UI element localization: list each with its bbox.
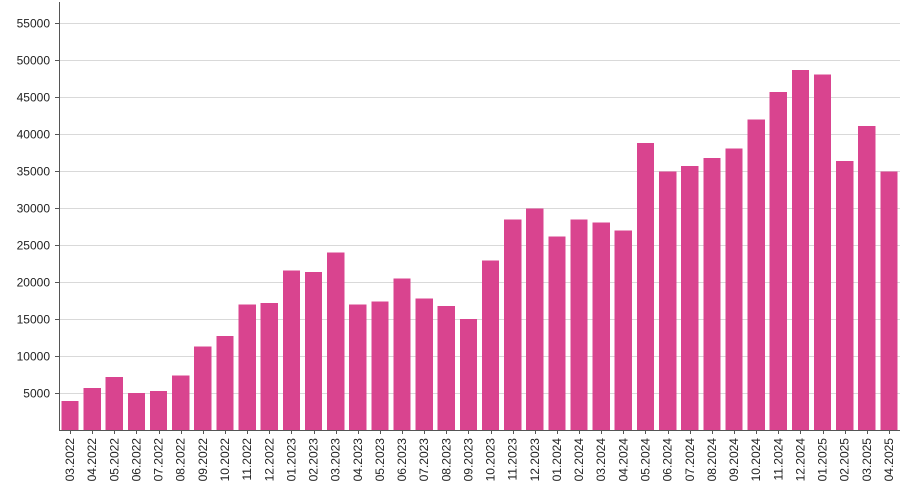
x-tick-label: 04.2025 xyxy=(882,438,896,482)
x-tick-label: 03.2023 xyxy=(329,438,343,482)
bar-07.2022 xyxy=(149,390,168,430)
x-tick-label: 08.2024 xyxy=(705,438,719,482)
bar-09.2024 xyxy=(725,148,743,430)
bar-12.2022 xyxy=(260,302,278,430)
y-tick-label: 5000 xyxy=(23,387,50,401)
x-tick-label: 04.2024 xyxy=(616,438,630,482)
x-tick-label: 04.2022 xyxy=(85,438,99,482)
x-tick-label: 05.2023 xyxy=(373,438,387,482)
x-tick-label: 09.2023 xyxy=(461,438,475,482)
bar-06.2023 xyxy=(393,278,411,430)
x-tick-label: 12.2024 xyxy=(793,438,807,482)
y-tick-label: 50000 xyxy=(17,54,51,68)
bar-09.2022 xyxy=(194,346,212,430)
bar-04.2023 xyxy=(349,304,367,430)
x-tick-label: 04.2023 xyxy=(351,438,365,482)
bar-04.2024 xyxy=(614,230,632,430)
y-tick-label: 45000 xyxy=(17,91,51,105)
x-tick-label: 02.2025 xyxy=(838,438,852,482)
bar-05.2024 xyxy=(636,143,655,430)
y-tick-label: 20000 xyxy=(17,276,51,290)
x-tick-label: 08.2023 xyxy=(439,438,453,482)
bar-06.2024 xyxy=(658,171,677,431)
x-tick-label: 08.2022 xyxy=(174,438,188,482)
y-tick-label: 40000 xyxy=(17,128,51,142)
x-tick-label: 06.2023 xyxy=(395,438,409,482)
x-tick-label: 01.2025 xyxy=(816,438,830,482)
x-tick-label: 05.2022 xyxy=(107,438,121,482)
bar-07.2023 xyxy=(415,298,433,430)
y-tick-label: 10000 xyxy=(17,350,51,364)
bar-07.2024 xyxy=(681,166,699,430)
x-tick-label: 11.2022 xyxy=(240,438,254,481)
x-tick-label: 02.2024 xyxy=(572,438,586,482)
bar-05.2022 xyxy=(105,376,123,430)
bar-12.2024 xyxy=(791,70,810,430)
bar-03.2025 xyxy=(858,126,876,430)
x-tick-label: 10.2023 xyxy=(484,438,498,482)
bar-01.2025 xyxy=(813,74,832,430)
bar-05.2023 xyxy=(371,301,389,430)
axes xyxy=(55,2,900,434)
bar-09.2023 xyxy=(459,319,478,430)
bar-08.2023 xyxy=(437,305,455,430)
bars xyxy=(61,70,898,431)
x-tick-label: 09.2022 xyxy=(196,438,210,482)
bar-02.2025 xyxy=(836,160,854,430)
bar-11.2022 xyxy=(238,304,256,430)
x-tick-label: 06.2024 xyxy=(661,438,675,482)
x-tick-label: 03.2024 xyxy=(594,438,608,482)
bar-08.2022 xyxy=(172,375,190,430)
y-tick-label: 55000 xyxy=(17,17,51,31)
y-tick-label: 25000 xyxy=(17,239,51,253)
x-tick-label: 07.2024 xyxy=(683,438,697,482)
x-tick-label: 11.2024 xyxy=(771,438,785,481)
y-tick-label: 15000 xyxy=(17,313,51,327)
x-tick-label: 01.2024 xyxy=(550,438,564,482)
x-tick-label: 12.2023 xyxy=(528,438,542,482)
bar-04.2025 xyxy=(880,171,898,431)
x-tick-label: 12.2022 xyxy=(262,438,276,482)
bar-03.2024 xyxy=(592,222,610,430)
bar-12.2023 xyxy=(526,208,544,430)
bar-02.2023 xyxy=(304,271,323,430)
bar-10.2023 xyxy=(481,260,500,430)
x-tick-label: 03.2022 xyxy=(63,438,77,482)
y-tick-label: 30000 xyxy=(17,202,51,216)
bar-06.2022 xyxy=(127,393,146,430)
bar-03.2022 xyxy=(61,401,79,430)
bar-01.2024 xyxy=(548,236,566,430)
y-tick-label: 35000 xyxy=(17,165,51,179)
bar-10.2024 xyxy=(747,119,765,430)
bar-08.2024 xyxy=(703,158,721,430)
x-tick-label: 09.2024 xyxy=(727,438,741,482)
bar-01.2023 xyxy=(282,270,301,430)
x-tick-label: 10.2022 xyxy=(218,438,232,482)
bar-02.2024 xyxy=(570,219,588,430)
bar-11.2024 xyxy=(769,92,787,430)
x-tick-label: 10.2024 xyxy=(749,438,763,482)
bar-03.2023 xyxy=(327,252,345,430)
x-tick-labels: 03.2022 04.2022 05.2022 06.2022 07.2022 08.20… xyxy=(63,438,896,482)
x-tick-label: 02.2023 xyxy=(307,438,321,482)
x-tick-label: 05.2024 xyxy=(638,438,652,482)
y-tick-labels: 5000 10000 15000 20000 25000 30000 35000 40000 4… xyxy=(17,17,51,401)
x-tick-label: 07.2022 xyxy=(152,438,166,482)
bar-10.2022 xyxy=(216,336,234,430)
x-tick-label: 07.2023 xyxy=(417,438,431,482)
x-tick-label: 01.2023 xyxy=(284,438,298,482)
x-tick-label: 03.2025 xyxy=(860,438,874,482)
bar-04.2022 xyxy=(83,387,101,430)
x-tick-label: 06.2022 xyxy=(129,438,143,482)
x-tick-label: 11.2023 xyxy=(506,438,520,481)
bar-11.2023 xyxy=(504,219,522,430)
